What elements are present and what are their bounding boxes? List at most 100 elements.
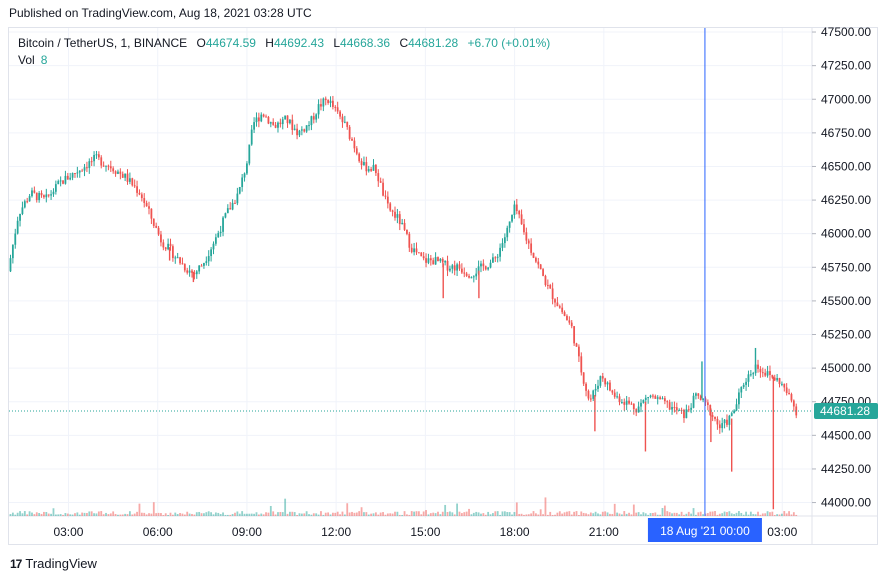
legend-volume-value: 8 [40,53,48,67]
candle-body [145,202,148,207]
candle-body [766,371,769,376]
candle-body [501,243,504,248]
candle-body [317,104,320,115]
price-axis-label: 46250.00 [821,193,871,207]
volume-bar [659,514,661,516]
volume-bar [69,514,72,516]
candle-body [566,315,568,321]
volume-bar [587,514,590,516]
candle-body [620,402,623,404]
candle-body [54,184,57,192]
candle-body [219,231,222,234]
volume-bar [54,514,57,516]
candle-body [181,263,184,265]
legend-close-label: C [399,36,409,50]
candle-body [582,372,585,384]
candle-body [742,384,745,388]
candle-body [558,306,561,308]
footer-branding[interactable]: 17 TradingView [10,556,97,571]
candle-body [28,196,31,202]
candle-body [129,178,131,182]
candle-body [155,225,158,228]
candle-body [398,214,401,225]
volume-bar [117,514,119,516]
candle-body [210,249,213,257]
legend-open-value: 44674.59 [205,36,256,50]
volume-bar [678,514,681,516]
volume-bar [623,511,626,516]
volume-bar [566,511,568,516]
volume-bar [317,514,320,516]
candle-body [109,166,112,169]
candle-body [776,378,779,381]
candle-body [477,266,480,274]
candle-body [97,154,100,158]
candle-body [262,114,265,117]
candle-body [31,190,33,197]
candle-body [310,116,313,126]
volume-bar [351,511,353,516]
volume-bar [324,512,327,516]
candle-body [434,257,437,265]
legend-symbol[interactable]: Bitcoin / TetherUS, 1, BINANCE [18,36,188,50]
volume-bar [43,511,45,516]
volume-bar [492,513,494,516]
volume-bar [754,514,757,516]
candle-body [296,128,298,136]
volume-bar [766,511,769,516]
chart-frame[interactable] [8,27,878,545]
candle-body [355,148,358,154]
volume-bar [114,513,117,516]
volume-bar [647,514,650,516]
candle-body [549,285,552,289]
candle-body [198,265,201,272]
candle-body [212,243,215,250]
candle-body [136,186,138,193]
candle-body [733,410,736,414]
volume-bar [506,512,509,516]
volume-bar [19,511,21,516]
candle-body [790,394,793,401]
volume-bar [525,514,528,516]
candle-body [601,376,604,379]
volume-bar [730,513,733,516]
candle-body [193,272,196,275]
volume-bar [546,514,549,516]
candle-body [339,111,341,117]
candle-body [460,268,463,273]
candle-body [71,173,74,178]
volume-bar [757,511,759,516]
candle-body [413,248,416,253]
candle-body [38,193,41,201]
volume-bar [487,511,490,516]
candle-body [327,100,330,103]
candle-body [11,244,14,259]
volume-bar [16,512,19,516]
volume-bar [628,512,630,516]
legend-volume-label[interactable]: Vol [18,53,35,67]
volume-bar [384,514,387,516]
volume-bar [28,511,31,516]
volume-bar [260,513,263,516]
volume-bar [162,514,165,516]
price-axis-label: 44500.00 [821,428,871,442]
candle-body [537,261,540,265]
volume-bar [771,511,774,516]
volume-bar [740,512,743,516]
candle-body [377,173,380,182]
candle-body [429,258,432,261]
candle-body [329,100,332,103]
volume-bar [441,511,444,516]
candle-body [365,162,368,172]
candle-body [255,117,258,123]
candle-body [661,398,664,400]
candle-body [632,403,635,410]
candle-body [107,165,110,167]
volume-bar [97,511,100,516]
volume-bar [341,511,344,516]
volume-bar [726,512,728,516]
volume-bar [460,513,463,516]
candle-body [346,121,349,127]
volume-bar [107,514,110,516]
